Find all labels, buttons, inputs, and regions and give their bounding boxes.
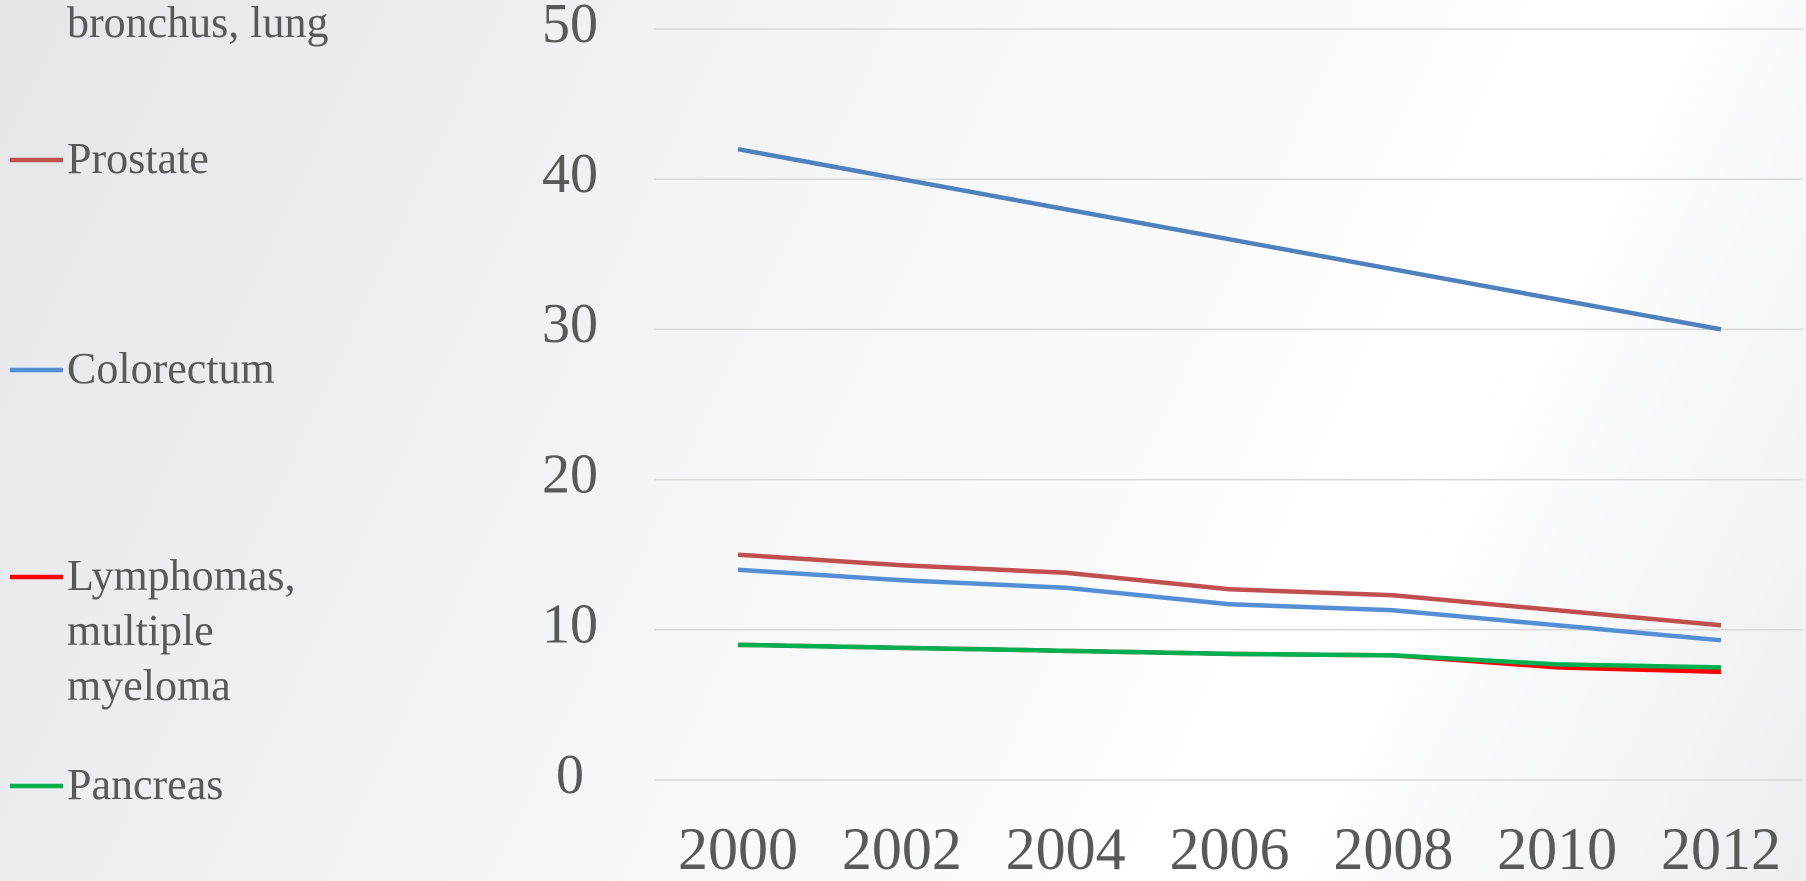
y-tick-label: 30 — [542, 293, 598, 355]
x-tick-label: 2012 — [1661, 816, 1781, 881]
series-line — [737, 552, 1722, 628]
y-tick-label: 10 — [542, 594, 598, 656]
series-line — [737, 146, 1722, 332]
y-tick-label: 40 — [542, 143, 598, 205]
legend-label: Lymphomas, multiple myeloma — [67, 551, 296, 710]
x-tick-label: 2010 — [1497, 816, 1617, 881]
series-line — [737, 642, 1722, 670]
y-tick-label: 0 — [556, 744, 584, 806]
y-tick-label: 50 — [542, 0, 598, 55]
series-line — [737, 567, 1722, 643]
y-tick-label: 20 — [542, 443, 598, 505]
x-tick-label: 2008 — [1333, 816, 1453, 881]
legend-label: bronchus, lung — [67, 0, 329, 47]
x-tick-label: 2006 — [1170, 816, 1290, 881]
x-tick-label: 2000 — [678, 816, 798, 881]
legend-label: Pancreas — [67, 760, 224, 809]
x-tick-label: 2002 — [842, 816, 962, 881]
legend-label: Prostate — [67, 134, 209, 183]
legend-label: Colorectum — [67, 344, 275, 393]
x-tick-label: 2004 — [1006, 816, 1126, 881]
